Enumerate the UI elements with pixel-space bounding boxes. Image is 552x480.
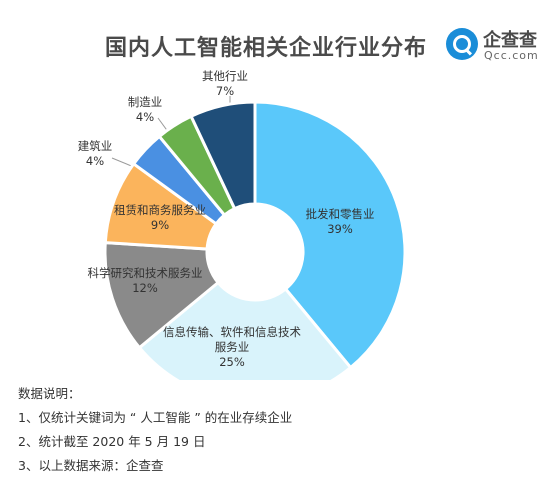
qcc-logo: 企查查 Qcc.com xyxy=(446,26,546,66)
search-magnifier-icon xyxy=(446,28,478,60)
slice-label-4: 建筑业 xyxy=(78,139,113,153)
slice-value-5: 4% xyxy=(136,110,154,124)
donut-slice-0 xyxy=(253,100,407,370)
slice-label-6: 其他行业 xyxy=(202,69,248,83)
data-notes: 数据说明： 1、仅统计关键词为 “ 人工智能 ” 的在业存续企业 2、统计截至 … xyxy=(18,382,292,478)
logo-domain: Qcc.com xyxy=(484,49,539,62)
donut-slice-1 xyxy=(137,280,353,380)
slice-value-1: 25% xyxy=(219,355,245,369)
notes-line-3: 3、以上数据来源：企查查 xyxy=(18,458,164,473)
slice-value-3: 9% xyxy=(151,218,169,232)
slice-label-2: 科学研究和技术服务业 xyxy=(88,266,203,280)
logo-text: 企查查 xyxy=(483,30,537,51)
slice-label-1-part-0: 信息传输、软件和信息技术 xyxy=(163,325,301,339)
slice-label-5: 制造业 xyxy=(128,95,163,109)
slice-label-0: 批发和零售业 xyxy=(306,207,375,221)
notes-line-1: 1、仅统计关键词为 “ 人工智能 ” 的在业存续企业 xyxy=(18,410,293,425)
slice-label-1-part-1: 服务业 xyxy=(215,340,250,354)
slice-value-4: 4% xyxy=(86,154,104,168)
donut-slice-6 xyxy=(189,100,257,211)
slice-value-6: 7% xyxy=(216,84,234,98)
notes-line-2: 2、统计截至 2020 年 5 月 19 日 xyxy=(18,434,206,449)
slice-value-2: 12% xyxy=(132,281,158,295)
slice-label-3: 租赁和商务服务业 xyxy=(114,203,206,217)
notes-heading: 数据说明： xyxy=(18,386,81,401)
chart-title: 国内人工智能相关企业行业分布 xyxy=(105,36,428,61)
slice-value-0: 39% xyxy=(327,222,353,236)
donut-slice-2 xyxy=(103,240,221,350)
